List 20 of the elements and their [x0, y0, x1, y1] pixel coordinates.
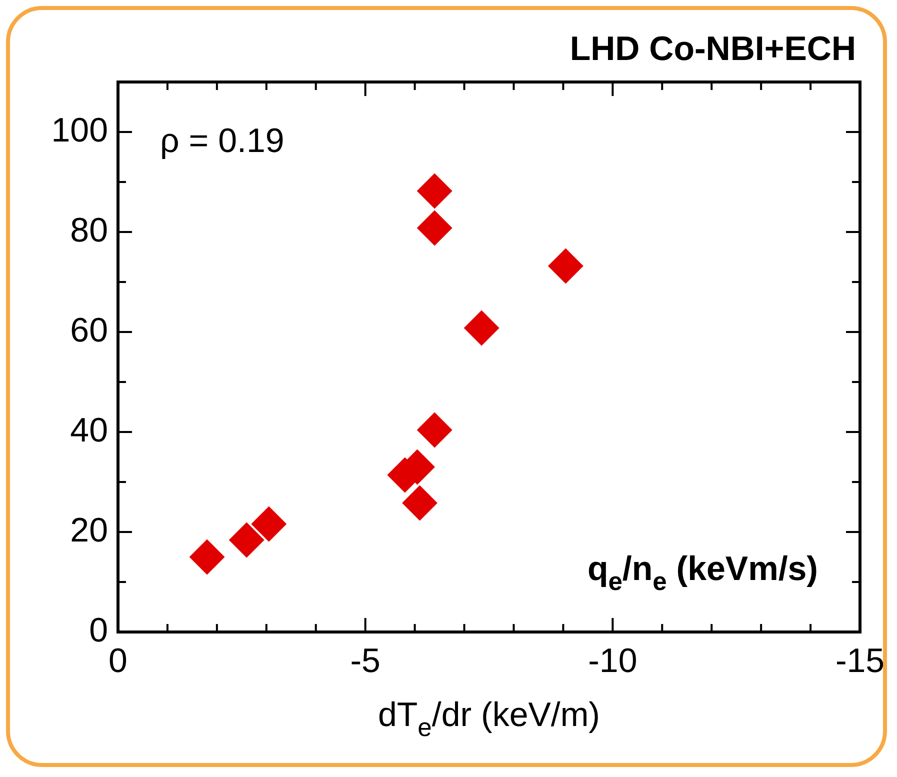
y-tick-label: 40 — [70, 411, 108, 450]
point — [402, 486, 438, 520]
point — [417, 174, 452, 208]
y-tick-label: 80 — [70, 211, 108, 250]
y-tick-label: 100 — [51, 111, 108, 150]
point — [464, 310, 500, 346]
point — [548, 248, 584, 284]
point — [190, 540, 225, 574]
chart-title: LHD Co-NBI+ECH — [570, 30, 856, 68]
point — [251, 506, 286, 542]
point — [417, 412, 452, 448]
y-tick-label: 0 — [89, 611, 108, 650]
annotation: ρ = 0.19 — [160, 122, 284, 160]
x-tick-label: -15 — [835, 642, 885, 680]
y-tick-label: 20 — [70, 511, 108, 550]
x-tick-label: -10 — [588, 642, 638, 680]
point — [229, 522, 264, 558]
y-tick-label: 60 — [70, 311, 108, 350]
point — [417, 210, 452, 246]
x-tick-label: -5 — [350, 642, 380, 680]
